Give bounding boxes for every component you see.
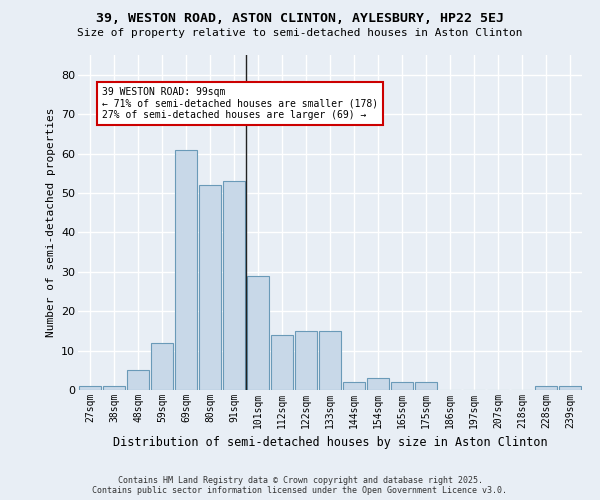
Bar — [151, 342, 173, 390]
Bar — [223, 181, 245, 390]
Bar — [535, 386, 557, 390]
Bar — [415, 382, 437, 390]
Bar — [271, 335, 293, 390]
Bar — [343, 382, 365, 390]
Bar — [175, 150, 197, 390]
Bar — [559, 386, 581, 390]
Bar — [103, 386, 125, 390]
Bar — [295, 331, 317, 390]
Bar — [79, 386, 101, 390]
Text: Size of property relative to semi-detached houses in Aston Clinton: Size of property relative to semi-detach… — [77, 28, 523, 38]
Bar — [199, 185, 221, 390]
Bar — [247, 276, 269, 390]
Text: Contains HM Land Registry data © Crown copyright and database right 2025.
Contai: Contains HM Land Registry data © Crown c… — [92, 476, 508, 495]
Text: 39 WESTON ROAD: 99sqm
← 71% of semi-detached houses are smaller (178)
27% of sem: 39 WESTON ROAD: 99sqm ← 71% of semi-deta… — [102, 86, 378, 120]
Bar — [391, 382, 413, 390]
X-axis label: Distribution of semi-detached houses by size in Aston Clinton: Distribution of semi-detached houses by … — [113, 436, 547, 450]
Y-axis label: Number of semi-detached properties: Number of semi-detached properties — [46, 108, 56, 337]
Bar — [127, 370, 149, 390]
Bar — [319, 331, 341, 390]
Text: 39, WESTON ROAD, ASTON CLINTON, AYLESBURY, HP22 5EJ: 39, WESTON ROAD, ASTON CLINTON, AYLESBUR… — [96, 12, 504, 26]
Bar — [367, 378, 389, 390]
